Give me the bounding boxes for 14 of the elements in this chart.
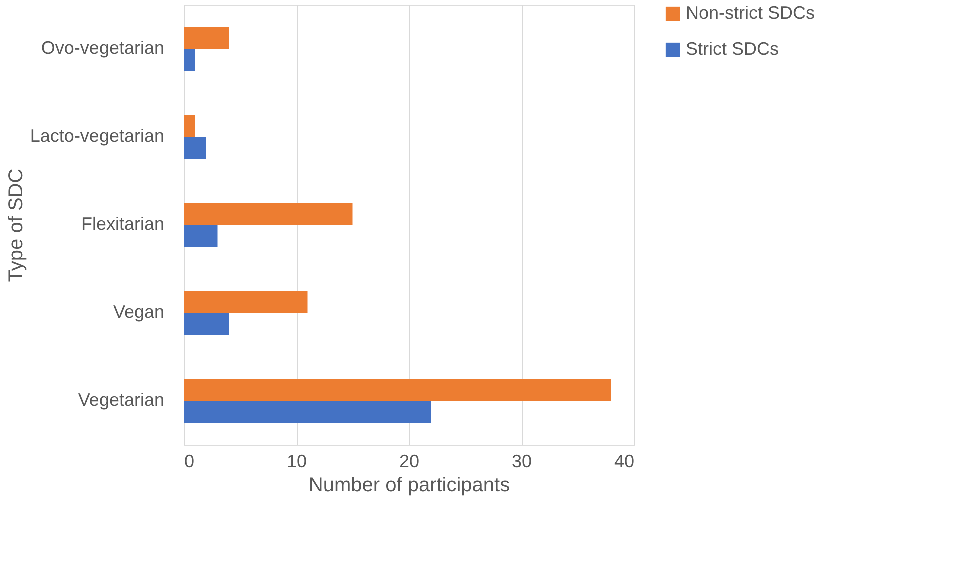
legend-label: Non-strict SDCs: [686, 3, 816, 23]
x-tick-label: 40: [614, 452, 634, 472]
y-tick-label: Ovo-vegetarian: [41, 38, 164, 58]
y-axis-title: Type of SDC: [5, 168, 28, 282]
x-axis-title: Number of participants: [308, 474, 510, 496]
x-tick-label: 20: [399, 452, 420, 472]
x-tick-label: 30: [512, 452, 532, 472]
x-tick-label: 0: [184, 452, 195, 472]
y-tick-label: Vegetarian: [78, 390, 164, 410]
y-tick-label: Flexitarian: [81, 214, 164, 234]
legend-label: Strict SDCs: [686, 39, 780, 59]
y-tick-label: Lacto-vegetarian: [30, 126, 164, 146]
x-tick-label: 10: [286, 452, 308, 472]
y-tick-label: Vegan: [113, 302, 164, 322]
